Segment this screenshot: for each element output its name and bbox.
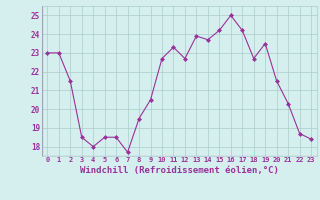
X-axis label: Windchill (Refroidissement éolien,°C): Windchill (Refroidissement éolien,°C)	[80, 166, 279, 175]
